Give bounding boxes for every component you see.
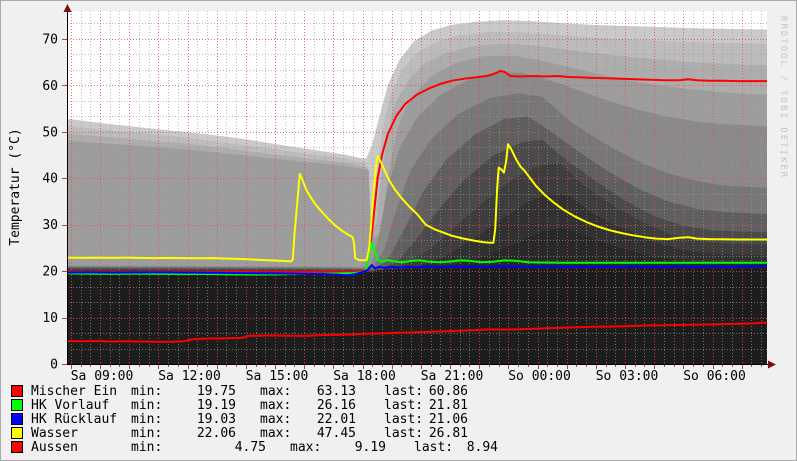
legend-last-key: last: (384, 425, 424, 441)
legend-last-value: 21.06 (428, 411, 468, 427)
series-line-mischer-ein (66, 69, 767, 273)
legend-max-key: max: (260, 383, 292, 399)
legend-label: Wasser (31, 425, 78, 441)
legend-min-value: 19.19 (196, 397, 236, 413)
x-tick-label: So 06:00 (683, 369, 746, 381)
legend-row-aussen: Aussen min: 4.75 max: 9.19 last: 8.94 (1, 439, 796, 455)
series-line-wasser (66, 143, 767, 263)
legend-row-wasser: Wasser min: 22.06 max: 47.45 last: 26.81 (1, 425, 796, 441)
legend-last-value: 26.81 (428, 425, 468, 441)
x-tick-label: Sa 15:00 (246, 369, 309, 381)
axis-ticks (62, 39, 762, 369)
legend-last-value: 8.94 (466, 439, 498, 455)
y-tick-label: 30 (42, 218, 58, 233)
x-tick-label: Sa 12:00 (158, 369, 221, 381)
legend-max-key: max: (260, 397, 292, 413)
legend-label: Aussen (31, 439, 78, 455)
legend-label: Mischer Ein (31, 383, 118, 399)
legend-label: HK Vorlauf (31, 397, 110, 413)
legend-min-key: min: (131, 383, 163, 399)
history-band-11 (67, 268, 767, 364)
legend-last-key: last: (384, 411, 424, 427)
chart-area: 0 10 20 30 40 50 60 70 Sa 09:00 Sa 12:00 Sa 15:00 S… (1, 1, 796, 381)
temperature-chart: 0 10 20 30 40 50 60 70 Sa 09:00 Sa 12:00 Sa 15:00 S… (1, 1, 796, 381)
legend-max-value: 26.16 (316, 397, 356, 413)
x-axis-arrow-icon (768, 360, 776, 369)
y-tick-label: 0 (50, 358, 58, 373)
rrdtool-watermark: RRDTOOL / TOBI OETIKER (778, 16, 788, 180)
series-line-hk-r-cklauf (66, 264, 768, 277)
legend-min-value: 19.03 (196, 411, 236, 427)
legend-min-value: 19.75 (196, 383, 236, 399)
minor-grid (67, 11, 767, 364)
legend-last-value: 60.86 (428, 383, 468, 399)
x-tick-label: Sa 21:00 (421, 369, 484, 381)
legend-min-key: min: (131, 439, 163, 455)
legend-min-value: 4.75 (234, 439, 266, 455)
legend-last-key: last: (384, 383, 424, 399)
axes (63, 4, 776, 369)
series-line-hk-vorlauf (66, 241, 767, 276)
legend-swatch-hk-vorlauf (11, 399, 23, 411)
y-tick-label: 60 (42, 79, 58, 94)
x-tick-label: Sa 18:00 (333, 369, 396, 381)
legend-max-key: max: (260, 425, 292, 441)
legend-max-value: 9.19 (354, 439, 386, 455)
series-line-aussen (66, 321, 768, 343)
legend-min-key: min: (131, 425, 163, 441)
y-axis-title: Temperatur (°C) (8, 128, 23, 246)
y-axis-arrow-icon (63, 4, 72, 12)
legend-last-value: 21.81 (428, 397, 468, 413)
axis-labels: 0 10 20 30 40 50 60 70 Sa 09:00 Sa 12:00 Sa 15:00 S… (42, 32, 746, 381)
major-grid (67, 11, 767, 364)
y-tick-label: 50 (42, 125, 58, 140)
x-tick-label: Sa 09:00 (71, 369, 134, 381)
legend-max-key: max: (260, 411, 292, 427)
legend-last-key: last: (384, 397, 424, 413)
legend-max-value: 63.13 (316, 383, 356, 399)
legend-row-mischer-ein: Mischer Ein min: 19.75 max: 63.13 last: … (1, 383, 796, 399)
legend-max-key: max: (290, 439, 322, 455)
y-tick-label: 20 (42, 265, 58, 280)
legend: Mischer Ein min: 19.75 max: 63.13 last: … (1, 383, 796, 455)
legend-swatch-wasser (11, 427, 23, 439)
x-tick-label: So 03:00 (596, 369, 659, 381)
legend-label: HK Rücklauf (31, 411, 118, 427)
legend-row-hk-ruecklauf: HK Rücklauf min: 19.03 max: 22.01 last: … (1, 411, 796, 427)
legend-max-value: 22.01 (316, 411, 356, 427)
y-tick-label: 40 (42, 172, 58, 187)
legend-last-key: last: (414, 439, 454, 455)
legend-min-key: min: (131, 411, 163, 427)
legend-max-value: 47.45 (316, 425, 356, 441)
legend-swatch-hk-ruecklauf (11, 413, 23, 425)
legend-swatch-aussen (11, 441, 23, 453)
legend-min-value: 22.06 (196, 425, 236, 441)
series-lines (66, 69, 768, 343)
history-bands (67, 20, 767, 365)
x-tick-label: So 00:00 (508, 369, 571, 381)
y-tick-label: 70 (42, 32, 58, 47)
legend-min-key: min: (131, 397, 163, 413)
legend-row-hk-vorlauf: HK Vorlauf min: 19.19 max: 26.16 last: 2… (1, 397, 796, 413)
y-tick-label: 10 (42, 311, 58, 326)
legend-swatch-mischer-ein (11, 385, 23, 397)
